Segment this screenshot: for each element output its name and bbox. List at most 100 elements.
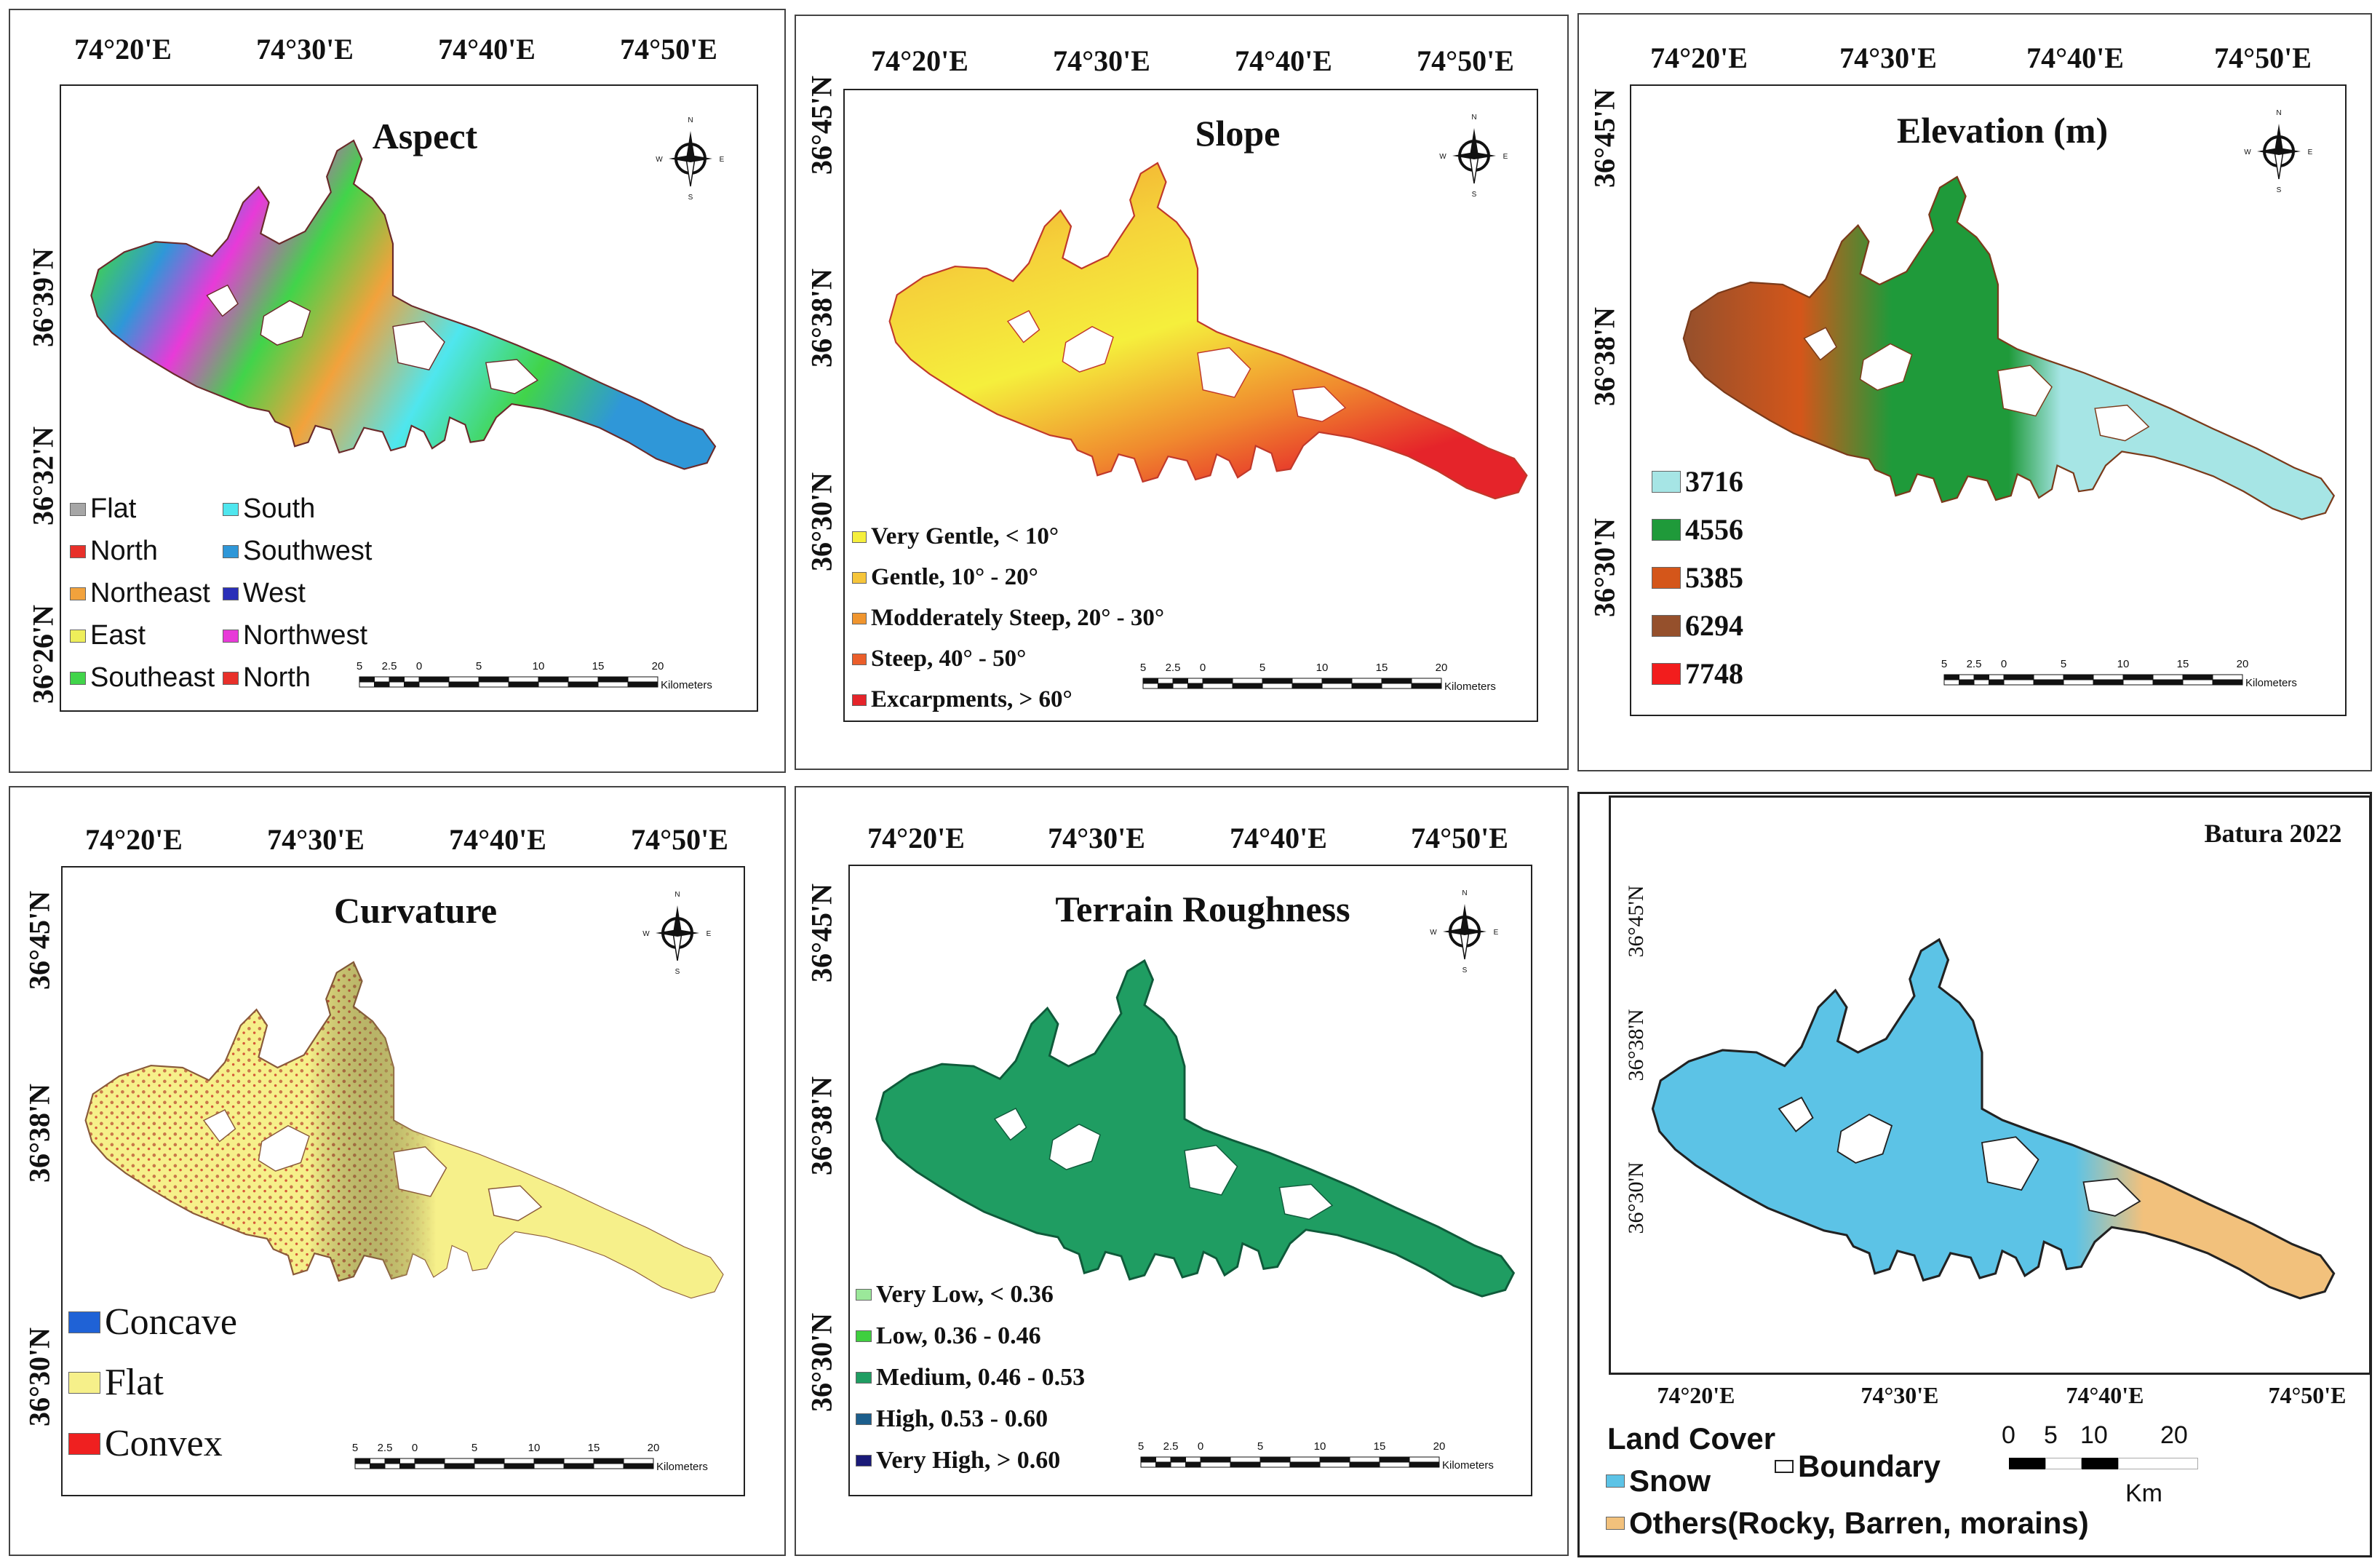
panel-roughness: 74°20'E 74°30'E 74°40'E 74°50'E 36°45'N … <box>795 786 1569 1556</box>
lon-label: 74°30'E <box>267 823 365 856</box>
scale-segment <box>2045 1458 2082 1469</box>
scale-segment <box>1172 678 1188 684</box>
lat-label: 36°45'N <box>23 891 56 990</box>
compass-needle-north <box>673 905 682 933</box>
scale-segment <box>563 1458 594 1464</box>
legend-swatch <box>852 694 867 706</box>
scale-segment <box>414 1463 445 1469</box>
lat-label: 36°39'N <box>26 248 60 347</box>
compass-needle-east <box>677 929 699 937</box>
scale-segment <box>1959 674 1975 680</box>
scale-segment <box>2063 679 2094 686</box>
scale-unit: Kilometers <box>656 1461 708 1473</box>
compass-needle-east <box>1474 152 1496 159</box>
compass-needle-west <box>1452 152 1474 159</box>
lat-label: 36°30'N <box>23 1327 56 1426</box>
legend-swatch <box>70 502 86 516</box>
scale-segment <box>418 681 450 688</box>
scale-segment <box>354 1458 370 1464</box>
compass-e-label: E <box>1494 929 1499 937</box>
scale-tick-label: 10 <box>2117 658 2130 670</box>
scale-bar: 5 2.5 0 5 10 15 20 Kilometers <box>1138 1440 1494 1472</box>
panel-aspect: 74°20'E 74°30'E 74°40'E 74°50'E 36°39'N … <box>9 9 786 773</box>
lon-label: 74°40'E <box>2066 1382 2144 1408</box>
scale-segment <box>538 676 569 683</box>
compass-needle-west <box>669 155 690 162</box>
lat-label: 36°38'N <box>805 269 838 368</box>
compass-needle-west <box>2257 148 2279 155</box>
scale-unit: Kilometers <box>2245 677 2297 689</box>
scale-tick-label: 20 <box>652 660 664 672</box>
lat-label: 36°32'N <box>26 426 60 525</box>
scale-tick-label: 10 <box>1316 662 1329 674</box>
legend-item: 6294 <box>1652 608 1743 643</box>
compass-icon: N S W E <box>656 116 724 202</box>
legend-swatch <box>1606 1517 1625 1530</box>
lat-label: 36°30'N <box>805 472 838 571</box>
lon-label: 74°20'E <box>1657 1382 1735 1408</box>
scale-tick-label: 5 <box>357 660 362 672</box>
legend-item: Gentle, 10° - 20° <box>852 564 1038 591</box>
lon-label: 74°30'E <box>256 33 354 66</box>
legend-swatch <box>856 1372 872 1384</box>
lon-label: 74°40'E <box>1235 44 1332 77</box>
scale-segment <box>1187 683 1203 689</box>
scale-tick-label: 10 <box>2080 1421 2108 1449</box>
compass-needle-north <box>2274 124 2283 151</box>
lon-label: 74°40'E <box>449 823 546 856</box>
scale-unit: Kilometers <box>661 679 712 691</box>
scale-segment <box>399 1458 415 1464</box>
panel-landcover: Batura 2022 36°45'N 36°38'N 36°30'N 74°2… <box>1577 792 2372 1557</box>
map-title: Slope <box>1195 113 1281 154</box>
lat-label: 36°45'N <box>805 76 838 175</box>
scale-bar: 5 2.5 0 5 10 15 20 Kilometers <box>352 1442 708 1473</box>
compass-s-label: S <box>1462 966 1468 974</box>
scale-segment <box>2093 679 2124 686</box>
scale-segment <box>1411 683 1442 689</box>
lon-label: 74°30'E <box>1048 822 1145 854</box>
scale-segment <box>474 1463 505 1469</box>
scale-segment <box>1321 678 1353 684</box>
legend-item: Medium, 0.46 - 0.53 <box>856 1364 1085 1392</box>
scale-tick-label: 5 <box>1257 1440 1263 1453</box>
scale-segment <box>444 1458 475 1464</box>
scale-segment <box>1379 1456 1410 1463</box>
legend-swatch <box>1775 1460 1794 1473</box>
lat-label: 36°26'N <box>26 605 60 704</box>
scale-segment <box>2182 674 2213 680</box>
legend-item: West <box>223 578 306 609</box>
scale-segment <box>1232 683 1263 689</box>
scale-segment <box>2093 674 2124 680</box>
scale-segment <box>1973 674 1989 680</box>
scale-segment <box>508 676 539 683</box>
scale-segment <box>597 676 629 683</box>
legend-item: South <box>223 493 315 525</box>
lon-label: 74°50'E <box>1417 44 1514 77</box>
legend-item: Flat <box>68 1361 164 1404</box>
legend-swatch <box>856 1330 872 1342</box>
compass-needle-east <box>2279 148 2301 155</box>
scale-segment <box>448 676 479 683</box>
scale-segment <box>504 1458 535 1464</box>
map-title: Terrain Roughness <box>1055 889 1350 929</box>
scale-segment <box>1230 1461 1261 1468</box>
compass-icon: N S W E <box>2244 109 2312 194</box>
map-title: Elevation (m) <box>1896 110 2109 151</box>
scale-tick-label: 5 <box>2061 658 2066 670</box>
scale-segment <box>354 1463 370 1469</box>
scale-segment <box>444 1463 475 1469</box>
scale-segment <box>1140 1456 1156 1463</box>
map-title: Curvature <box>333 890 498 931</box>
scale-segment <box>568 676 599 683</box>
compass-w-label: W <box>1439 153 1446 161</box>
scale-segment <box>1202 678 1233 684</box>
scale-tick-label: 10 <box>1314 1440 1326 1453</box>
legend-swatch <box>856 1455 872 1466</box>
scale-tick-label: 2.5 <box>1967 658 1982 670</box>
scale-tick-label: 20 <box>648 1442 660 1454</box>
scale-segment <box>2033 679 2064 686</box>
scale-segment <box>1349 1461 1380 1468</box>
scale-segment <box>384 1458 400 1464</box>
legend-swatch <box>852 531 867 543</box>
scale-tick-label: 5 <box>2044 1421 2058 1449</box>
